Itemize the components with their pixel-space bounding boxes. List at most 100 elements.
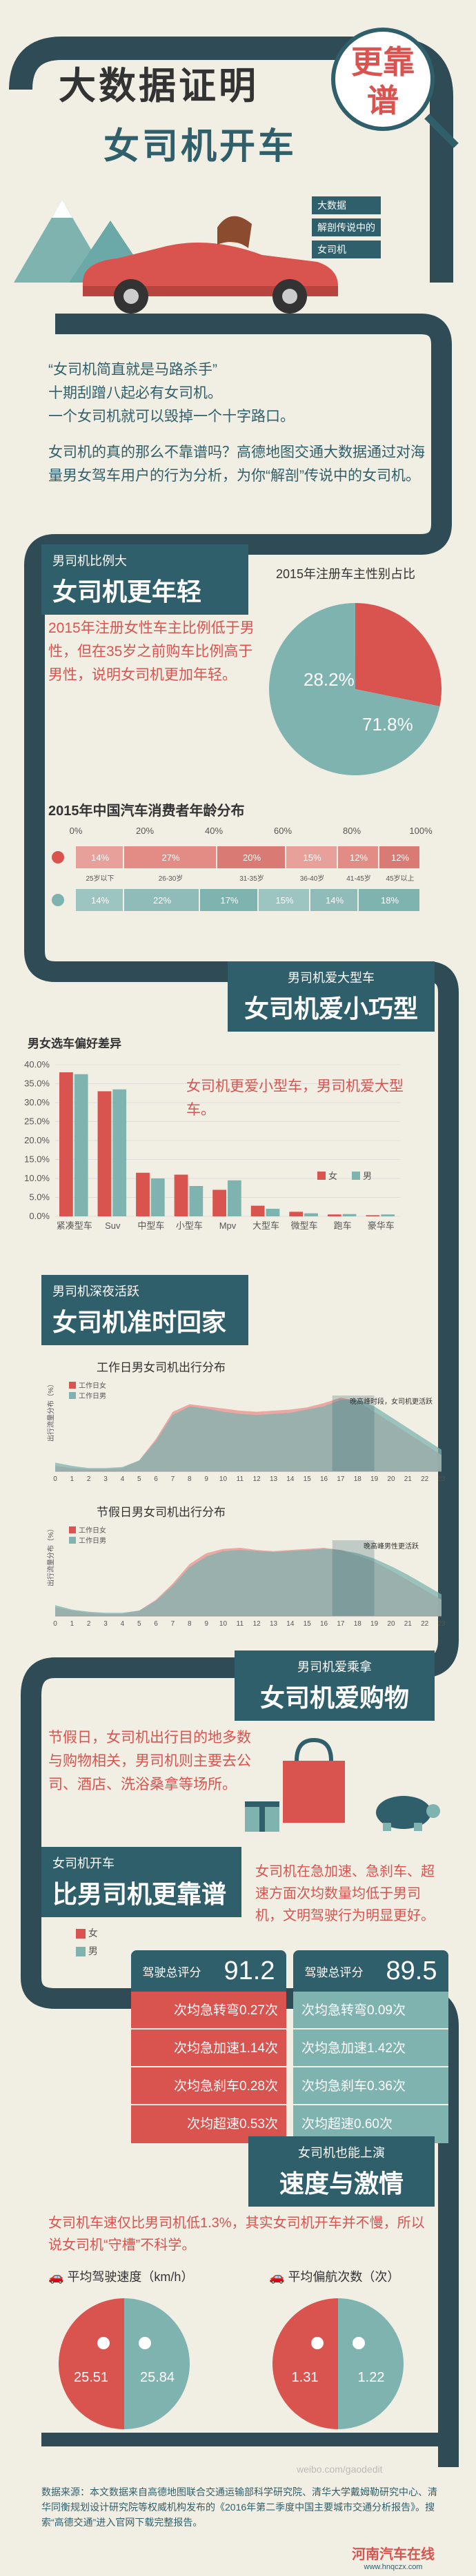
age-bar-segment (200, 889, 257, 911)
tagline: 更靠谱 (351, 44, 415, 119)
y-tick: 10.0% (24, 1173, 50, 1183)
female-icon (52, 851, 64, 863)
male-icon (139, 2337, 151, 2349)
car-bar (74, 1074, 88, 1216)
x-tick: 15 (304, 1475, 312, 1483)
car-bar (150, 1178, 165, 1216)
pie-value-female: 1.31 (292, 2370, 319, 2385)
x-tick: 13 (270, 1620, 278, 1628)
pie-slice-female (59, 2298, 124, 2429)
axis-tick: 80% (343, 826, 361, 836)
age-chart-title: 2015年中国汽车消费者年龄分布 (48, 804, 245, 819)
intro-quotes: “女司机简直就是马路杀手” 十期刮蹭八起必有女司机。 一个女司机就可以毁掉一个十… (48, 358, 435, 429)
x-tick: 0 (53, 1475, 57, 1483)
x-tick: 19 (370, 1620, 379, 1628)
car-pref-title: 男女选车偏好差异 (28, 1037, 121, 1050)
legend-male-label: 男 (363, 1171, 372, 1181)
age-bar-label: 27% (161, 852, 179, 863)
male-score-value: 89.5 (386, 1956, 437, 1985)
female-row: 次均急加速1.14次 (131, 2030, 286, 2067)
logo-url: www.hnqczx.com (364, 2563, 423, 2571)
x-tick: 9 (204, 1620, 208, 1628)
age-bar-label: 14% (91, 852, 109, 863)
x-tick: 23 (437, 1620, 446, 1628)
age-bar-segment (217, 846, 285, 868)
x-tick: 4 (121, 1620, 125, 1628)
x-tick: 16 (320, 1620, 328, 1628)
x-tick: 紧凑型车 (57, 1220, 92, 1231)
section6-big: 速度与激情 (279, 2169, 404, 2198)
y-tick: 40.0% (24, 1059, 50, 1070)
x-tick: 13 (270, 1475, 278, 1483)
section5-small: 女司机开车 (52, 1857, 115, 1870)
gender-pie-chart: 28.2% 71.8% (269, 603, 442, 775)
x-tick: 小型车 (176, 1220, 203, 1231)
area-series (55, 1548, 442, 1616)
age-bar-segment (259, 889, 309, 911)
car-bar (97, 1091, 112, 1216)
legend-female-label: 工作日女 (79, 1526, 106, 1535)
header: 大数据证明 女司机开车 更靠谱 大数据 解剖传说中的 女司机 (0, 0, 476, 317)
car-bar (228, 1180, 241, 1216)
x-tick: 大型车 (252, 1220, 279, 1231)
age-bar-segment (76, 846, 123, 868)
x-tick: 22 (421, 1475, 429, 1483)
y-label: 出行流量分布（%） (46, 1380, 55, 1442)
legend-male-label: 工作日男 (79, 1392, 106, 1400)
x-tick: 21 (404, 1475, 413, 1483)
x-tick: 14 (286, 1475, 295, 1483)
x-tick: 0 (53, 1620, 57, 1628)
female-icon (97, 2337, 110, 2349)
y-tick: 35.0% (24, 1079, 50, 1089)
pie-slice-male (124, 2298, 190, 2429)
age-bar-segment (359, 889, 419, 911)
section2-banner: 男司机爱大型车 女司机爱小巧型 (228, 961, 435, 1032)
x-tick: 微型车 (291, 1220, 318, 1231)
female-score-card: 驾驶总评分 91.2 次均急转弯0.27次 次均急加速1.14次 次均急刹车0.… (131, 1950, 286, 2143)
pie-slice-female (272, 2298, 338, 2429)
car-icon-small: 🚗 (269, 2270, 285, 2284)
x-tick: 20 (387, 1475, 395, 1483)
axis-tick: 100% (409, 826, 433, 836)
legend-male-label: 男 (88, 1945, 98, 1956)
x-tick: 2 (87, 1475, 91, 1483)
legend-male-swatch (352, 1172, 360, 1180)
x-tick: 7 (171, 1620, 175, 1628)
y-tick: 0.0% (29, 1211, 50, 1221)
x-tick: 4 (121, 1475, 125, 1483)
sign-item: 女司机 (312, 241, 381, 258)
x-tick: 15 (304, 1620, 312, 1628)
x-tick: 12 (253, 1475, 261, 1483)
x-tick: 21 (404, 1620, 413, 1628)
male-row: 次均急加速1.42次 (293, 2030, 448, 2067)
title-line-2: 女司机开车 (103, 127, 297, 167)
section4-big: 女司机爱购物 (259, 1684, 409, 1712)
age-bar-label: 22% (153, 895, 171, 906)
age-bar-label: 12% (350, 852, 368, 863)
area-note: 晚高峰男性更活跃 (364, 1542, 419, 1551)
x-tick: 3 (103, 1475, 108, 1483)
speed-title: 🚗 平均驾驶速度（km/h） (48, 2267, 193, 2285)
male-icon (52, 894, 64, 906)
x-tick: 7 (171, 1475, 175, 1483)
intro-quote-1: “女司机简直就是马路杀手” (48, 362, 217, 378)
footer-source: 数据来源：本文数据来自高德地图联合交通运输部科学研究院、清华大学戴姆勒研究中心、… (41, 2486, 437, 2528)
female-row: 次均急转弯0.27次 (131, 1992, 286, 2030)
x-tick: 2 (87, 1620, 91, 1628)
pie-slice-male (269, 603, 440, 775)
x-tick: 18 (354, 1620, 362, 1628)
y-label: 出行流量分布（%） (46, 1525, 55, 1586)
pie-title: 2015年注册车主性别占比 (276, 567, 416, 581)
section1-small: 男司机比例大 (52, 554, 127, 568)
x-tick: 16 (320, 1475, 328, 1483)
x-tick: 12 (253, 1620, 261, 1628)
y-tick: 15.0% (24, 1154, 50, 1165)
age-bar-segment (76, 889, 123, 911)
pie-label-male: 71.8% (362, 714, 413, 735)
age-group-label: 41-45岁 (346, 874, 371, 883)
section5-banner: 女司机开车 比男司机更靠谱 (41, 1847, 241, 1917)
yaw-title: 🚗 平均偏航次数（次） (269, 2267, 399, 2285)
age-bar-segment (310, 889, 357, 911)
age-bar-label: 20% (243, 852, 261, 863)
